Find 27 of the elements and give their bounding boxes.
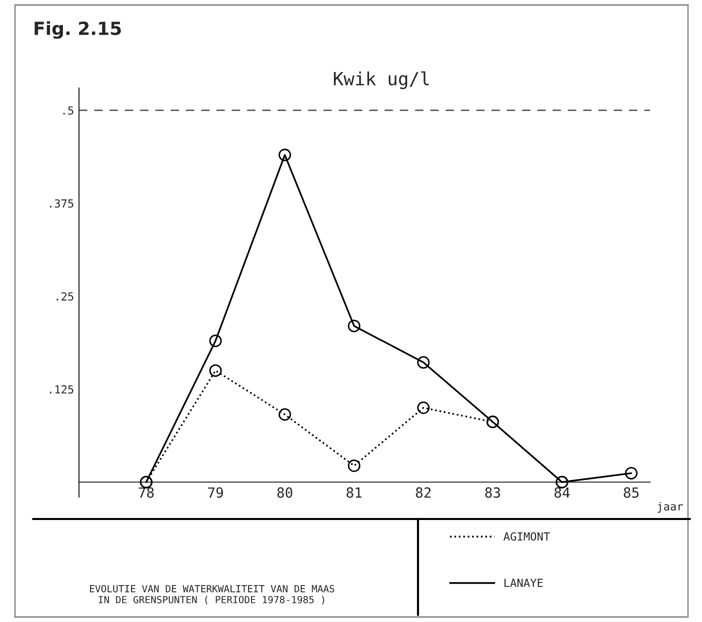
x-tick-label: 78	[138, 487, 154, 498]
y-tick-label: .25	[56, 292, 74, 301]
x-axis-title: jaar	[658, 502, 683, 513]
legend-label: AGIMONT	[504, 532, 550, 541]
x-tick-label: 80	[277, 487, 292, 498]
legend-label: LANAYE	[504, 578, 543, 587]
chart-title: Kwik ug/l	[334, 71, 429, 90]
x-tick-label: 84	[554, 487, 570, 498]
point	[417, 356, 430, 369]
x-tick-label: 79	[208, 487, 223, 498]
y-tick-label: .375	[50, 199, 74, 208]
caption: Fig. 2.15	[34, 21, 121, 39]
point	[625, 466, 638, 480]
point	[348, 320, 360, 332]
x-tick-label: 82	[416, 487, 431, 498]
y-tick-label: .5	[63, 106, 74, 115]
point	[278, 408, 292, 421]
x-tick-label: 83	[485, 487, 500, 498]
point	[417, 402, 430, 414]
x-tick-label: 85	[624, 487, 639, 498]
text: EVOLUTIE VAN DE WATERKWALITEIT VAN DE MAAS IN DE GRENSPUNTEN ( PERIODE 1978-1985 )	[90, 585, 334, 604]
point	[348, 460, 360, 472]
point	[278, 148, 292, 162]
point	[209, 364, 222, 377]
point	[209, 334, 222, 348]
y-tick-label: .125	[50, 385, 74, 394]
x-tick-label: 81	[346, 487, 362, 498]
